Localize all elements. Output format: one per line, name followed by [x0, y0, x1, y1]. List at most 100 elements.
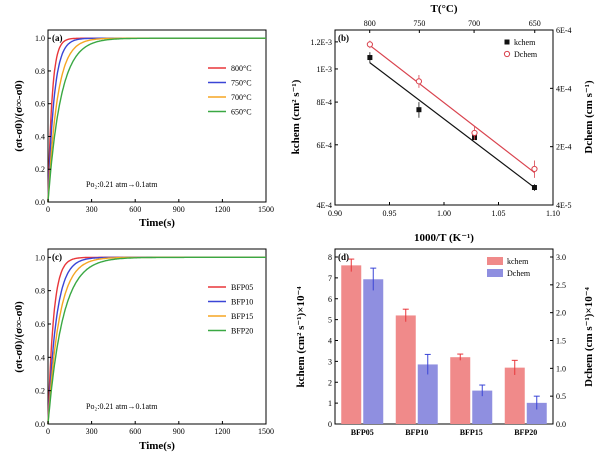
panel-d-bar-kchem	[395, 315, 416, 424]
panel-d-right-tick-label: 2.5	[556, 281, 566, 290]
panel-d-bars	[341, 258, 547, 424]
panel-c-legend-label: BFP05	[231, 283, 253, 292]
panel-b-left-tick-label: 4E-4	[316, 201, 332, 210]
panel-d-legend-swatch	[487, 257, 503, 265]
panel-a-series-800C-line	[47, 37, 266, 203]
panel-b-point-kchem	[416, 107, 422, 113]
panel-a-ytick-label: 0.8	[35, 67, 45, 76]
panel-b-top-xlabel: T(°C)	[430, 3, 457, 15]
panel-d-right-tick-label: 0.0	[556, 420, 566, 429]
panel-d-ticks: 0 1 2 3 4 5 6 7 8 0.0 0.5 1.0 1.5 2.0 2.5 3.0 BFP05 BFP10…	[328, 253, 566, 437]
panel-d-right-tick-label: 1.5	[556, 337, 566, 346]
panel-d-ylabel-left: kchem (cm² s⁻¹)×10⁻⁴	[295, 286, 307, 388]
panel-b-legend: kchem Dchem	[503, 38, 538, 59]
panel-d-right-tick-label: 1.0	[556, 364, 566, 373]
panel-c-xtick-label: 1200	[214, 427, 230, 436]
panel-a-label: (a)	[52, 33, 63, 43]
panel-a-xtick-label: 300	[86, 205, 98, 214]
panel-a-ytick-label: 0.6	[35, 100, 45, 109]
panel-c-ytick-label: 0.2	[35, 387, 45, 396]
panel-b-xtick-label: 0.95	[383, 209, 397, 218]
panel-d-left-tick-label: 4	[328, 337, 332, 346]
panel-d-category-label: BFP20	[514, 428, 537, 437]
panel-b-point-Dchem	[531, 165, 538, 173]
panel-b-ticks: 0.90 0.95 1.00 1.05 1.10 800 750 700 650 4E-4 6E-4…	[310, 19, 571, 218]
panel-c-ylabel: (σt-σ0)/(σ∞-σ0)	[13, 301, 25, 373]
panel-d-ylabel-right: Dchem (cm s⁻¹)×10⁻⁴	[583, 286, 595, 386]
panel-c-series-BFP20-line	[47, 256, 266, 425]
panel-a-legend-label: 800°C	[231, 64, 252, 73]
panel-c-xtick-label: 0	[46, 427, 50, 436]
panel-d-label: (d)	[338, 252, 349, 262]
panel-d-left-tick-label: 7	[328, 274, 332, 283]
panel-a-series-700C-line	[47, 37, 266, 203]
panel-d-left-tick-label: 1	[328, 399, 332, 408]
panel-c-legend: BFP05 BFP10 BFP15 BFP20	[208, 283, 253, 336]
panel-b-xtick-label: 1.05	[492, 209, 506, 218]
panel-c-ytick-label: 0.8	[35, 287, 45, 296]
panel-b-legend-marker	[503, 50, 511, 58]
panel-d-bar-kchem	[341, 265, 362, 424]
panel-a-series-750C-line	[47, 37, 266, 203]
panel-d-bar-Dchem	[417, 364, 438, 424]
panel-d-left-tick-label: 0	[328, 420, 332, 429]
panel-a-series-650C-line	[47, 37, 266, 203]
panel-c-frame	[47, 248, 267, 425]
panel-a-legend-label: 700°C	[231, 93, 252, 102]
panel-d-bar-Dchem	[526, 402, 547, 424]
panel-b-legend-label: Dchem	[514, 50, 538, 59]
panel-a-xlabel: Time(s)	[139, 217, 175, 229]
panel-b-points	[366, 40, 538, 191]
panel-b-point-Dchem	[415, 78, 423, 85]
panel-c-xtick-label: 900	[173, 427, 185, 436]
panel-d-right-tick-label: 2.0	[556, 309, 566, 318]
panel-a-ytick-label: 0.2	[35, 165, 45, 174]
panel-a-xtick-label: 1500	[258, 205, 274, 214]
panel-a-frame	[47, 29, 267, 203]
panel-d: 0 1 2 3 4 5 6 7 8 0.0 0.5 1.0 1.5 2.0 2.5 3.0 BFP05 BFP10…	[295, 248, 595, 437]
panel-d-legend: kchem Dchem	[487, 257, 531, 278]
panel-b-label: (b)	[338, 33, 349, 43]
panel-b-top-tick-label: 750	[413, 19, 425, 28]
panel-b-left-tick-label: 1E-3	[316, 65, 332, 74]
panel-c-legend-label: BFP15	[231, 312, 253, 321]
panel-c-xlabel: Time(s)	[139, 440, 175, 452]
panel-c-curves	[47, 256, 266, 425]
panel-c-annotation: Po₂:0.21 atm→0.1atm	[86, 402, 158, 411]
panel-b-right-tick-label: 2E-4	[556, 143, 572, 152]
panel-c-label: (c)	[52, 252, 62, 262]
panel-a-xtick-label: 900	[173, 205, 185, 214]
panel-b-ylabel-right: Dchem (cm s⁻¹)	[583, 80, 595, 154]
panel-d-bar-Dchem	[363, 279, 384, 424]
panel-c-ytick-label: 0.0	[35, 420, 45, 429]
panel-b-left-tick-label: 1.2E-3	[310, 38, 332, 47]
panel-c-legend-label: BFP10	[231, 298, 253, 307]
panel-a-xtick-label: 0	[46, 205, 50, 214]
panel-a-legend-label: 650°C	[231, 108, 252, 117]
panel-a-xtick-label: 1200	[214, 205, 230, 214]
panel-a-legend: 800°C 750°C 700°C 650°C	[208, 64, 252, 117]
panel-b-right-tick-label: 4E-5	[556, 201, 572, 210]
panel-d-left-tick-label: 2	[328, 378, 332, 387]
panel-a-ylabel: (σt-σ0)/(σ∞-σ0)	[13, 80, 25, 152]
panel-a-ticks: 0 300 600 900 1200 1500 0.0 0.2 0.4 0.6 0.8 1.0	[35, 34, 274, 214]
panel-d-legend-swatch	[487, 269, 503, 277]
panel-c: 0 300 600 900 1200 1500 0.0 0.2 0.4 0.6 0.8 1.0 (c)…	[13, 248, 274, 452]
panel-a-ytick-label: 0.0	[35, 198, 45, 207]
panel-b-legend-marker	[504, 39, 510, 45]
panel-b-xlabel: 1000/T (K⁻¹)	[414, 232, 474, 244]
panel-b-right-tick-label: 6E-4	[556, 26, 572, 35]
panel-d-bar-kchem	[504, 367, 525, 424]
panel-d-category-label: BFP10	[405, 428, 428, 437]
panel-c-ytick-label: 1.0	[35, 253, 45, 262]
panel-b-left-tick-label: 6E-4	[316, 141, 332, 150]
panel-d-bar-Dchem	[472, 390, 493, 424]
panel-c-ticks: 0 300 600 900 1200 1500 0.0 0.2 0.4 0.6 0.8 1.0	[35, 253, 274, 436]
panel-d-bar-kchem	[450, 357, 471, 424]
panel-c-xtick-label: 300	[86, 427, 98, 436]
panel-d-category-label: BFP15	[460, 428, 483, 437]
panel-a-annotation: Po₂:0.21 atm→0.1atm	[86, 180, 158, 189]
panel-d-frame	[334, 248, 554, 425]
panel-b-right-tick-label: 4E-4	[556, 84, 572, 93]
panel-d-left-tick-label: 3	[328, 357, 332, 366]
